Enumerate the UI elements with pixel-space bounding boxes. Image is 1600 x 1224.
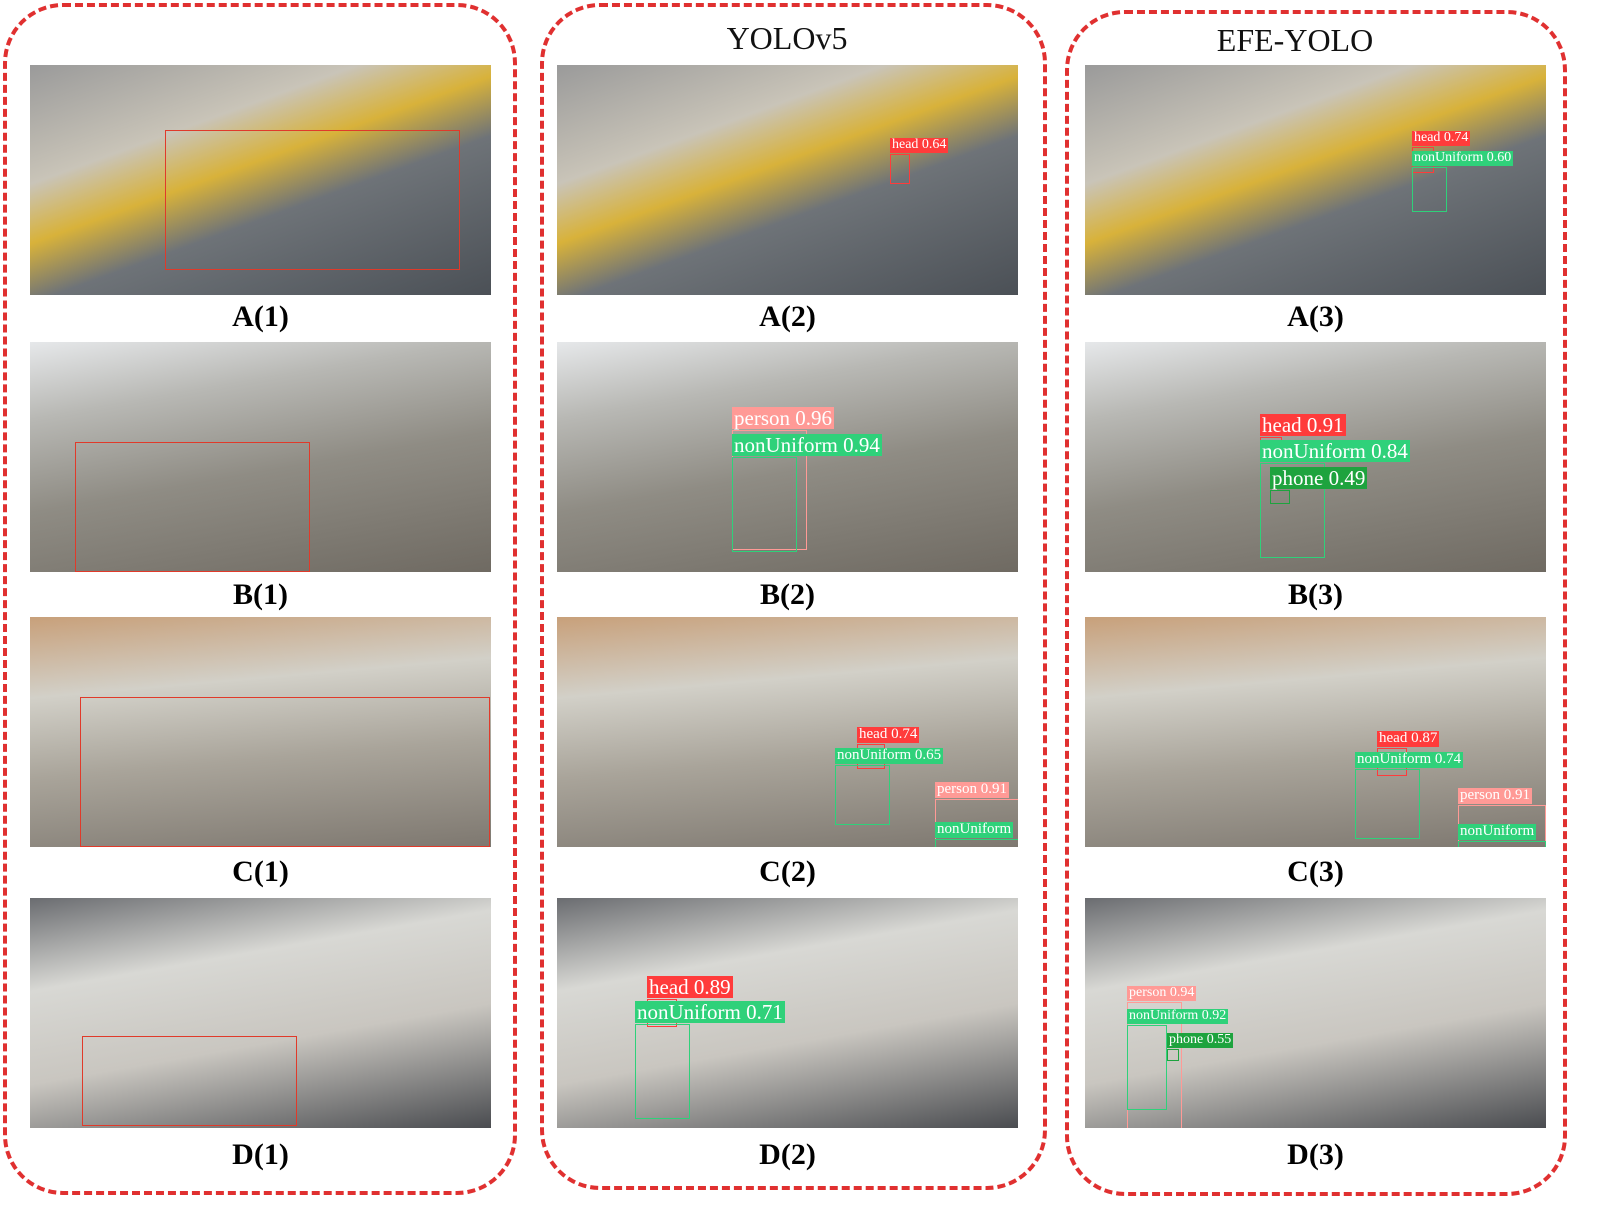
image-caption: A(1): [232, 300, 289, 333]
result-image-b3: head 0.91 nonUniform 0.84 phone 0.49: [1085, 342, 1546, 572]
detection-label: nonUniform 0.71: [635, 1000, 785, 1024]
image-caption: B(3): [1288, 578, 1343, 611]
ground-truth-box: [165, 130, 460, 270]
image-caption: D(1): [232, 1138, 289, 1171]
detection-box: [1355, 769, 1420, 839]
detection-box: [1270, 490, 1290, 504]
panel-yolov5: [540, 3, 1047, 1190]
detection-label: phone 0.49: [1270, 466, 1368, 490]
result-image-c2: head 0.74 nonUniform 0.65 person 0.91 nonUn…: [557, 617, 1018, 847]
result-image-c3: head 0.87 nonUniform 0.74 person 0.91 nonUn…: [1085, 617, 1546, 847]
ground-truth-box: [80, 697, 490, 847]
result-image-b1: [30, 342, 491, 572]
detection-label: nonUniform 0.74: [1355, 751, 1464, 768]
detection-box: [1458, 841, 1546, 847]
result-image-c1: [30, 617, 491, 847]
detection-label: phone 0.55: [1167, 1032, 1234, 1048]
image-caption: C(1): [232, 855, 289, 888]
detection-label: nonUniform 0.60: [1412, 150, 1514, 166]
result-image-a3: head 0.74 nonUniform 0.60: [1085, 65, 1546, 295]
result-image-a1: [30, 65, 491, 295]
column-title-efe-yolo: EFE-YOLO: [1216, 22, 1374, 58]
detection-label: person 0.91: [1458, 787, 1532, 804]
result-image-d1: [30, 898, 491, 1128]
result-image-d3: person 0.94 nonUniform 0.92 phone 0.55: [1085, 898, 1546, 1128]
detection-box: [1412, 167, 1447, 212]
detection-label: nonUniform 0.92: [1127, 1008, 1229, 1024]
detection-label: person 0.91: [935, 781, 1009, 798]
ground-truth-box: [75, 442, 310, 572]
panel-efe-yolo: [1065, 10, 1567, 1196]
detection-box: [890, 154, 910, 184]
detection-label: head 0.87: [1377, 730, 1440, 747]
detection-label: head 0.89: [647, 975, 733, 999]
result-image-d2: head 0.89 nonUniform 0.71: [557, 898, 1018, 1128]
result-image-b2: person 0.96 nonUniform 0.94: [557, 342, 1018, 572]
detection-label: nonUniform 0.84: [1260, 439, 1410, 463]
detection-box: [1260, 463, 1325, 558]
result-image-a2: head 0.64: [557, 65, 1018, 295]
detection-label: nonUniform 0.65: [835, 747, 944, 764]
ground-truth-box: [82, 1036, 297, 1126]
detection-box: [732, 457, 797, 552]
detection-label: person 0.94: [1127, 985, 1197, 1001]
detection-label: head 0.91: [1260, 413, 1346, 437]
image-caption: D(3): [1287, 1138, 1344, 1171]
detection-label: nonUniform: [935, 821, 1014, 838]
image-caption: A(3): [1287, 300, 1344, 333]
detection-label: head 0.74: [857, 726, 920, 743]
detection-label: nonUniform: [1458, 823, 1537, 840]
detection-label: person 0.96: [732, 406, 834, 430]
detection-box: [835, 765, 890, 825]
detection-box: [635, 1024, 690, 1119]
image-caption: A(2): [759, 300, 816, 333]
detection-label: head 0.64: [890, 137, 949, 153]
detection-box: [1167, 1049, 1179, 1061]
image-caption: B(1): [233, 578, 288, 611]
image-caption: D(2): [759, 1138, 816, 1171]
detection-box: [1127, 1025, 1167, 1110]
column-title-yolov5: YOLOv5: [726, 20, 848, 56]
detection-box: [935, 839, 1018, 847]
detection-label: nonUniform 0.94: [732, 433, 882, 457]
image-caption: C(2): [759, 855, 816, 888]
detection-label: head 0.74: [1412, 130, 1471, 146]
image-caption: C(3): [1287, 855, 1344, 888]
image-caption: B(2): [760, 578, 815, 611]
panel-ground-truth: [3, 3, 517, 1195]
